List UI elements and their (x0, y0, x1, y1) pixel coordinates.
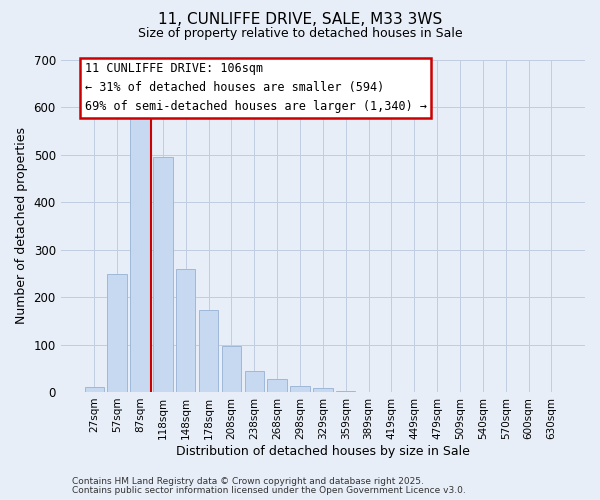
X-axis label: Distribution of detached houses by size in Sale: Distribution of detached houses by size … (176, 444, 470, 458)
Bar (130, 118, 149, 392)
Bar (176, 268, 196, 392)
Bar (153, 157, 173, 392)
Y-axis label: Number of detached properties: Number of detached properties (15, 128, 28, 324)
Bar (107, 274, 127, 392)
Bar (313, 388, 332, 392)
Text: 11, CUNLIFFE DRIVE, SALE, M33 3WS: 11, CUNLIFFE DRIVE, SALE, M33 3WS (158, 12, 442, 28)
Bar (336, 391, 355, 392)
Bar (245, 370, 264, 392)
Text: Contains public sector information licensed under the Open Government Licence v3: Contains public sector information licen… (72, 486, 466, 495)
Bar (221, 346, 241, 392)
Bar (268, 379, 287, 392)
Text: Contains HM Land Registry data © Crown copyright and database right 2025.: Contains HM Land Registry data © Crown c… (72, 477, 424, 486)
Text: Size of property relative to detached houses in Sale: Size of property relative to detached ho… (137, 28, 463, 40)
Bar (85, 387, 104, 392)
Bar (199, 310, 218, 392)
Bar (290, 386, 310, 392)
Text: 11 CUNLIFFE DRIVE: 106sqm
← 31% of detached houses are smaller (594)
69% of semi: 11 CUNLIFFE DRIVE: 106sqm ← 31% of detac… (85, 62, 427, 114)
